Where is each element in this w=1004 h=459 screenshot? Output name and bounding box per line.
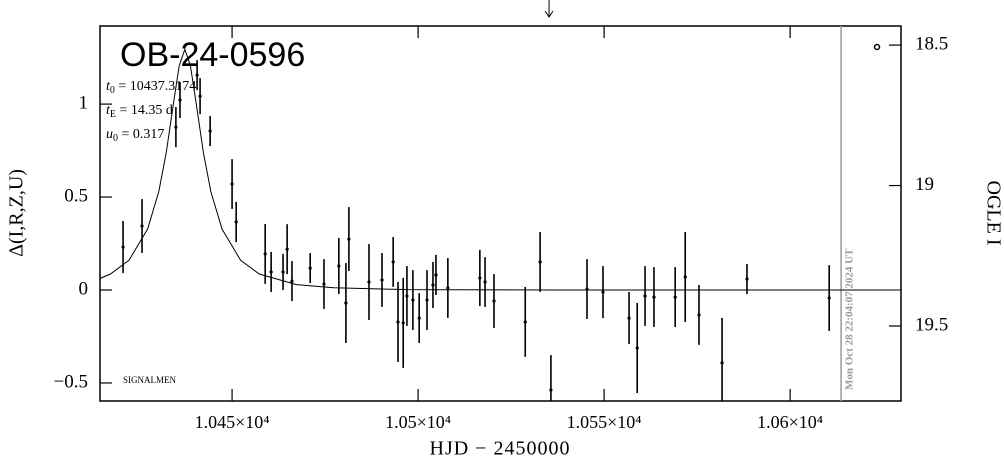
data-point <box>380 278 384 282</box>
data-point <box>601 290 605 294</box>
data-point <box>425 298 429 302</box>
x-tick-label: 1.06×10⁴ <box>757 412 823 432</box>
data-point <box>285 247 289 251</box>
data-point <box>405 294 409 298</box>
parameter-symbol: u <box>106 127 113 142</box>
y-tick-label: −0.5 <box>54 371 88 392</box>
fit-parameter: tE = 14.35 d <box>106 103 173 120</box>
data-point <box>446 286 450 290</box>
fit-parameter: u0 = 0.317 <box>106 127 164 144</box>
data-point <box>140 224 144 228</box>
data-point <box>683 275 687 279</box>
arrow <box>544 0 554 18</box>
parameter-subscript: 0 <box>110 85 115 96</box>
data-point <box>635 346 639 350</box>
y-tick-label: 0.5 <box>64 185 88 206</box>
y2-tick-label: 19.5 <box>915 314 948 335</box>
data-point <box>230 182 234 186</box>
data-point <box>308 266 312 270</box>
now-label: Mon Oct 28 22:04:07 2024 UT <box>844 248 856 390</box>
parameter-subscript: 0 <box>113 133 118 144</box>
y2-tick-label: 19 <box>915 174 934 195</box>
data-point <box>673 295 677 299</box>
model-curve <box>100 47 901 291</box>
data-point <box>434 273 438 277</box>
data-point <box>401 321 405 325</box>
data-point <box>827 296 831 300</box>
fit-parameter: t0 = 10437.3174 <box>106 79 196 96</box>
data-point <box>269 270 273 274</box>
x-tick-label: 1.055×10⁴ <box>567 412 642 432</box>
chart-title: OB-24-0596 <box>120 36 305 74</box>
data-point <box>745 277 749 281</box>
y2-axis-label: OGLE I <box>982 181 1004 246</box>
data-point <box>627 316 631 320</box>
y-axis-label: Δ(I,R,Z,U) <box>6 169 28 257</box>
data-point <box>208 129 212 133</box>
data-point <box>549 388 553 392</box>
data-point <box>478 276 482 280</box>
parameter-symbol: t <box>106 79 111 94</box>
data-point <box>281 270 285 274</box>
data-point <box>538 260 542 264</box>
data-point <box>417 316 421 320</box>
data-point <box>411 298 415 302</box>
data-point <box>720 361 724 365</box>
parameter-subscript: E <box>110 109 116 120</box>
x-axis-label: HJD − 2450000 <box>430 438 571 459</box>
data-point <box>523 320 527 324</box>
data-point <box>347 237 351 241</box>
data-point <box>195 73 199 77</box>
data-point <box>337 264 341 268</box>
parameter-value: = 14.35 d <box>116 103 173 118</box>
data-point <box>652 295 656 299</box>
data-point <box>263 252 267 256</box>
data-point <box>367 280 371 284</box>
data-point <box>178 98 182 102</box>
parameter-value: = 10437.3174 <box>115 79 196 94</box>
data-point <box>697 313 701 317</box>
data-point <box>234 220 238 224</box>
data-point <box>121 245 125 249</box>
parameter-value: = 0.317 <box>118 127 164 142</box>
data-point <box>322 282 326 286</box>
signature: SIGNALMEN <box>123 375 176 385</box>
data-point <box>290 279 294 283</box>
data-point <box>344 301 348 305</box>
data-point <box>483 280 487 284</box>
data-point <box>198 94 202 98</box>
x-tick-label: 1.045×10⁴ <box>195 412 270 432</box>
y-tick-label: 1 <box>79 92 89 113</box>
data-point <box>431 283 435 287</box>
marker-symbol <box>873 43 881 51</box>
plot-frame <box>99 25 902 402</box>
x-tick-label: 1.05×10⁴ <box>385 412 451 432</box>
plot-area <box>100 47 901 401</box>
data-point <box>396 320 400 324</box>
y-tick-label: 0 <box>79 278 89 299</box>
data-point <box>492 299 496 303</box>
data-point <box>174 125 178 129</box>
data-point <box>643 294 647 298</box>
data-point <box>391 260 395 264</box>
parameter-symbol: t <box>106 103 111 118</box>
y2-tick-label: 18.5 <box>915 33 948 54</box>
